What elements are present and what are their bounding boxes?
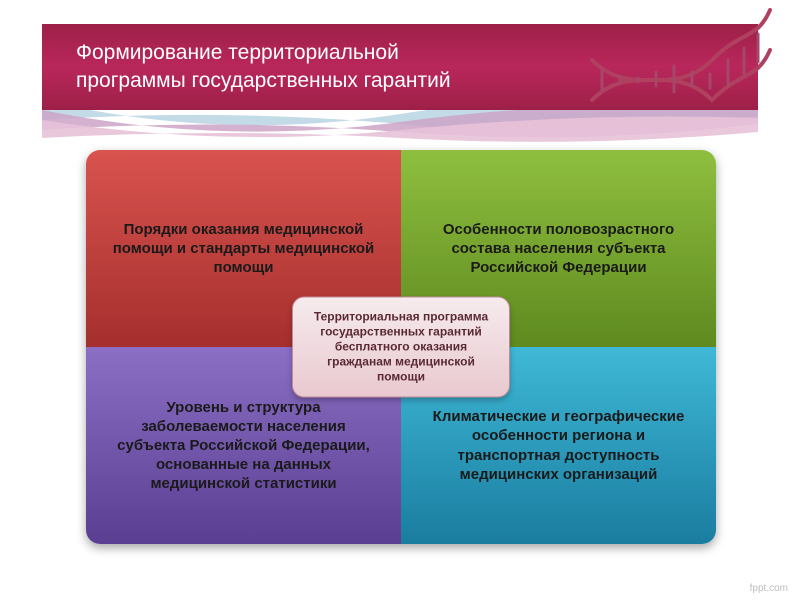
center-box: Территориальная программа государственны… xyxy=(292,297,510,398)
quadrant-diagram: Порядки оказания медицинской помощи и ст… xyxy=(86,150,716,544)
quadrant-text: Уровень и структура заболеваемости насел… xyxy=(110,398,377,494)
center-text: Территориальная программа государственны… xyxy=(314,310,488,384)
quadrant-text: Порядки оказания медицинской помощи и ст… xyxy=(110,220,377,278)
quadrant-text: Климатические и географические особеннос… xyxy=(425,407,692,484)
dna-helix-icon xyxy=(582,0,772,120)
footer-credit: fppt.com xyxy=(750,583,788,594)
page-title: Формирование территориальной программы г… xyxy=(76,39,496,96)
quadrant-text: Особенности половозрастного состава насе… xyxy=(425,220,692,278)
